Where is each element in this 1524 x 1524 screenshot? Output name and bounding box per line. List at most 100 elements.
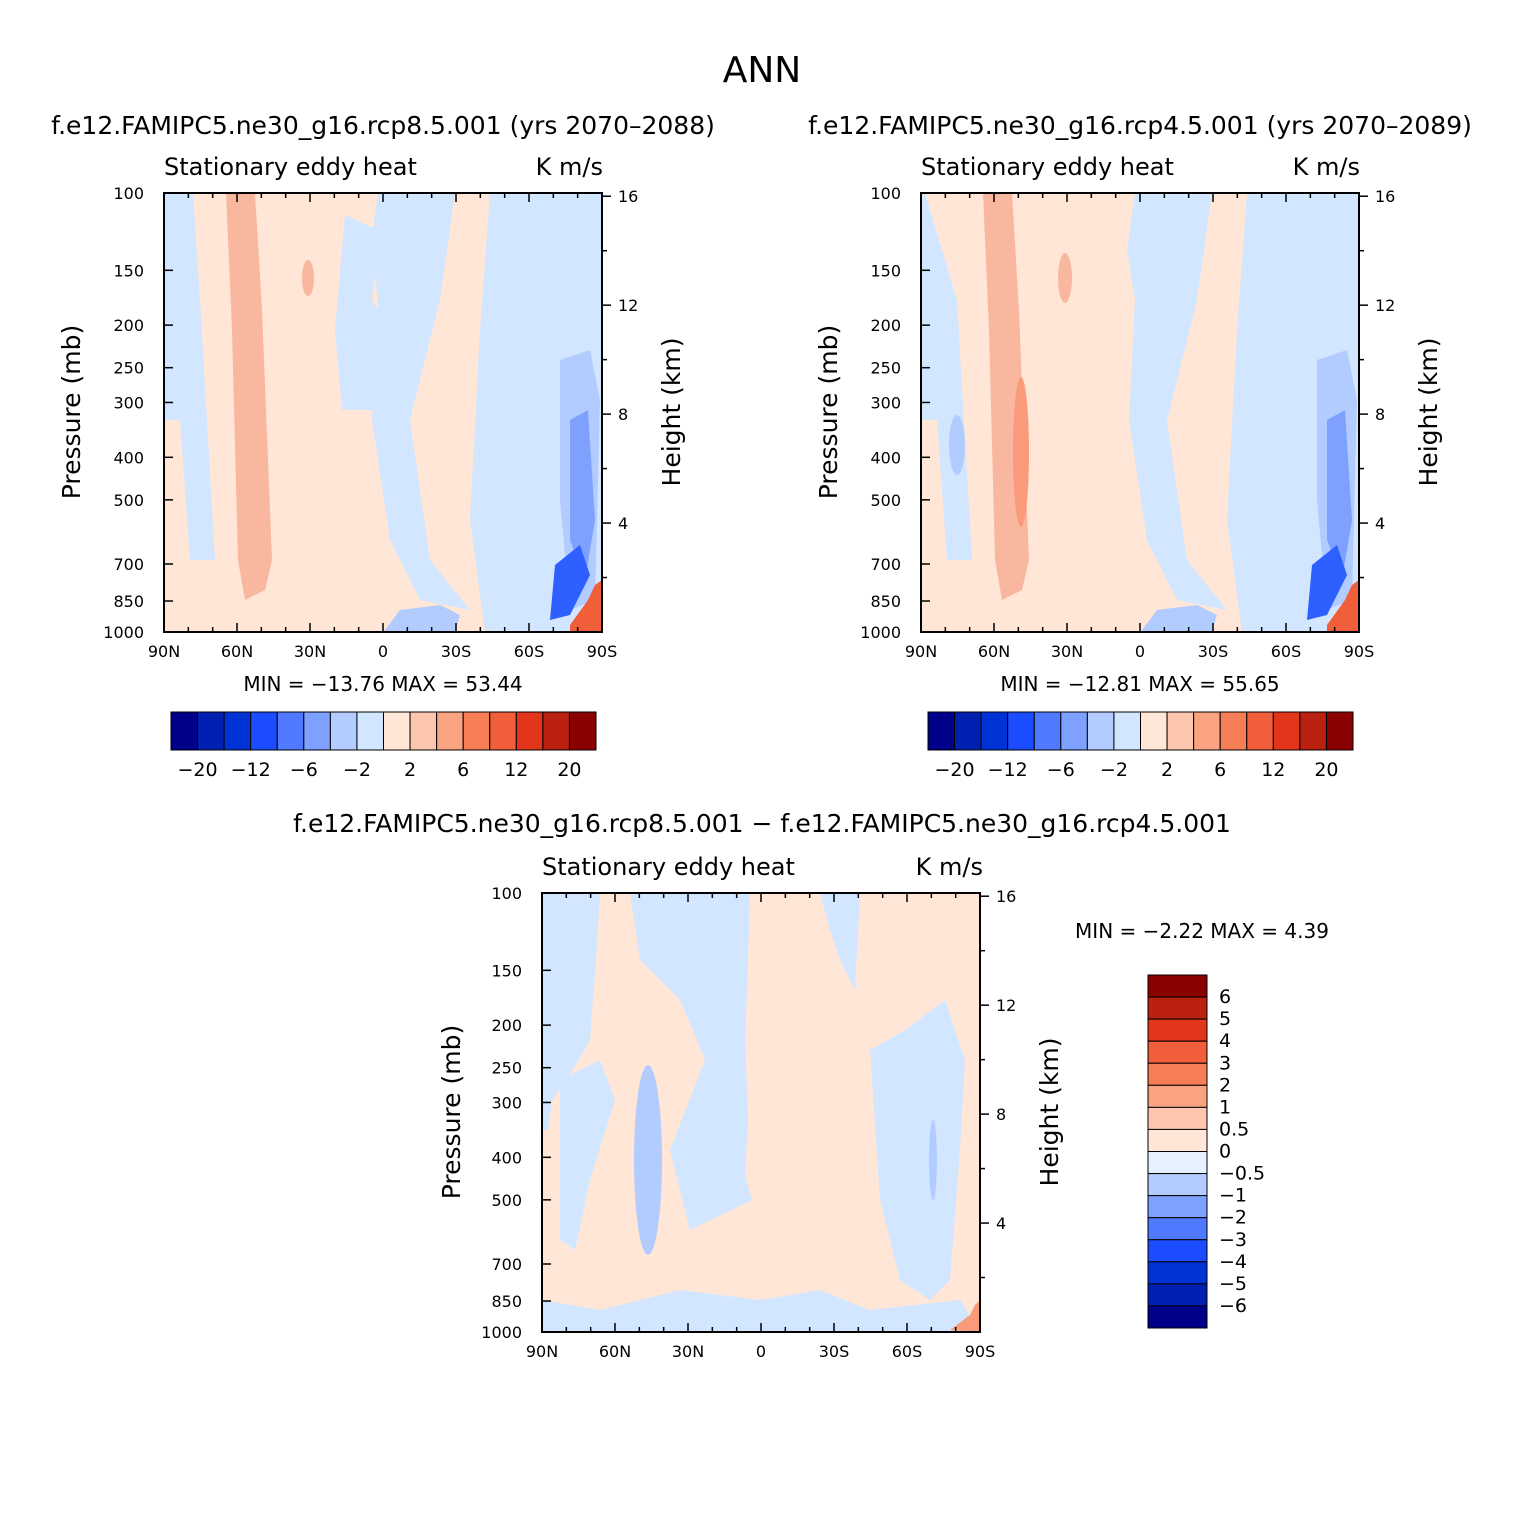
field-negative-region-2 xyxy=(820,893,860,990)
x-tick-label: 90N xyxy=(148,642,180,661)
panel-3-ticks: 90N 60N 30N 0 30S 60S 90S 100 150 200 250 300 400 500… xyxy=(481,884,1016,1361)
colorbar-box xyxy=(1147,1239,1208,1263)
y2-tick-label: 8 xyxy=(618,405,628,424)
colorbar-label: −20 xyxy=(178,759,218,781)
colorbar-box xyxy=(1147,1261,1208,1285)
y-tick-label: 500 xyxy=(491,1191,522,1210)
colorbar-box xyxy=(1272,711,1301,751)
y-tick-label: 150 xyxy=(113,261,144,280)
x-tick-label: 60N xyxy=(221,642,253,661)
panel-3-right-label: K m/s xyxy=(916,853,983,881)
y-tick-label: 400 xyxy=(870,448,901,467)
field-negative-region-4 xyxy=(870,1000,965,1300)
colorbar-box xyxy=(1060,711,1088,751)
colorbar-box xyxy=(1147,996,1208,1020)
colorbar-box xyxy=(568,711,597,751)
x-tick-label: 90N xyxy=(905,642,937,661)
field-negative-region-3 xyxy=(560,1060,615,1250)
colorbar-label: 0.5 xyxy=(1219,1118,1249,1140)
y-tick-label: 150 xyxy=(870,261,901,280)
x-tick-label: 0 xyxy=(756,1342,766,1361)
colorbar-box xyxy=(980,711,1009,751)
y-tick-label: 700 xyxy=(870,555,901,574)
y2-tick-label: 12 xyxy=(996,996,1016,1015)
x-tick-label: 60S xyxy=(892,1342,923,1361)
colorbar-box xyxy=(383,711,411,751)
colorbar-box xyxy=(489,711,517,751)
panel-1-field xyxy=(164,193,602,632)
colorbar-box xyxy=(1193,711,1221,751)
colorbar-box xyxy=(356,711,384,751)
colorbar-label: −2 xyxy=(1219,1207,1247,1229)
panel-1-ylabel: Pressure (mb) xyxy=(57,325,86,499)
y-tick-label: 100 xyxy=(870,184,901,203)
field-negative-spot xyxy=(929,1120,937,1200)
colorbar-label: 6 xyxy=(457,759,469,781)
colorbar-label: −2 xyxy=(343,759,371,781)
field-negative-region xyxy=(630,893,752,1230)
colorbar-label: 5 xyxy=(1219,1008,1231,1030)
panel-1-right-label: K m/s xyxy=(536,153,603,181)
field-positive-spot xyxy=(1058,253,1072,303)
colorbar-label: −6 xyxy=(290,759,318,781)
colorbar-box xyxy=(1147,1217,1208,1241)
y-tick-label: 250 xyxy=(870,359,901,378)
x-tick-label: 30N xyxy=(1051,642,1083,661)
y2-tick-label: 16 xyxy=(618,187,638,206)
x-tick-label: 90S xyxy=(1344,642,1375,661)
y2-tick-label: 4 xyxy=(618,514,628,533)
colorbar-box xyxy=(515,711,544,751)
y2-tick-label: 8 xyxy=(996,1105,1006,1124)
colorbar-label: −5 xyxy=(1219,1273,1247,1295)
field-negative-deep xyxy=(550,545,590,620)
x-tick-label: 30N xyxy=(672,1342,704,1361)
field-negative-spot xyxy=(949,415,965,475)
y-tick-label: 300 xyxy=(870,393,901,412)
y-tick-label: 300 xyxy=(113,393,144,412)
y-tick-label: 700 xyxy=(491,1255,522,1274)
y2-tick-label: 16 xyxy=(1375,187,1395,206)
colorbar-box xyxy=(1299,711,1327,751)
field-positive-corner xyxy=(1327,580,1359,632)
colorbar-box xyxy=(542,711,570,751)
colorbar-label: −0.5 xyxy=(1219,1163,1265,1185)
x-tick-label: 60S xyxy=(514,642,545,661)
field-negative-core xyxy=(570,410,595,580)
colorbar-box xyxy=(303,711,331,751)
colorbar-box xyxy=(462,711,491,751)
colorbar-box xyxy=(1147,1084,1208,1108)
y-tick-label: 250 xyxy=(113,359,144,378)
field-negative-region xyxy=(335,215,392,410)
colorbar-box xyxy=(1147,1106,1208,1130)
panel-3: f.e12.FAMIPC5.ne30_g16.rcp8.5.001 − f.e1… xyxy=(293,809,1329,1361)
colorbar-box xyxy=(1113,711,1141,751)
y2-tick-label: 4 xyxy=(996,1214,1006,1233)
y-tick-label: 300 xyxy=(491,1093,522,1112)
panel-2-colorbar: −20 −12 −6 −2 2 6 12 20 xyxy=(927,711,1354,781)
colorbar-label: 4 xyxy=(1219,1030,1231,1052)
colorbar-box xyxy=(1147,1018,1208,1042)
colorbar-label: −6 xyxy=(1047,759,1075,781)
colorbar-box xyxy=(276,711,305,751)
colorbar-label: 2 xyxy=(1161,759,1173,781)
colorbar-box xyxy=(409,711,438,751)
panel-1-y2label: Height (km) xyxy=(657,338,686,487)
panel-3-field xyxy=(542,893,980,1332)
x-tick-label: 0 xyxy=(378,642,388,661)
colorbar-label: −12 xyxy=(988,759,1028,781)
colorbar-box xyxy=(329,711,358,751)
colorbar-label: 12 xyxy=(1261,759,1285,781)
x-tick-label: 90S xyxy=(965,1342,996,1361)
field-negative-core xyxy=(634,1065,662,1255)
field-negative-bottom xyxy=(542,1290,980,1332)
panel-1-minmax: MIN = −13.76 MAX = 53.44 xyxy=(243,672,522,696)
field-positive-band xyxy=(226,193,272,600)
colorbar-label: 6 xyxy=(1219,986,1231,1008)
colorbar-label: 20 xyxy=(1314,759,1338,781)
colorbar-label: 2 xyxy=(404,759,416,781)
field-positive-spot xyxy=(302,260,314,296)
colorbar-box xyxy=(1147,1173,1208,1197)
panel-2-field xyxy=(921,193,1359,632)
field-positive-corner xyxy=(570,580,602,632)
